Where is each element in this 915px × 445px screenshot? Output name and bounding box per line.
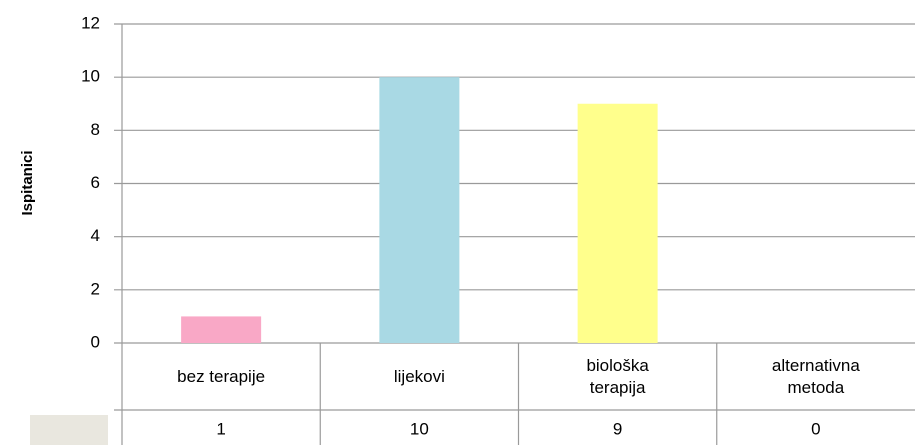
y-tick-label: 6 — [91, 173, 100, 192]
y-tick-label: 4 — [91, 226, 100, 245]
x-tick-label: biološka terapija — [586, 356, 649, 397]
y-tick-label: 10 — [81, 67, 100, 86]
x-tick-label: lijekovi — [393, 367, 445, 386]
table-value: 1 — [216, 419, 225, 438]
table-value: 9 — [613, 419, 622, 438]
table-value: 10 — [410, 419, 429, 438]
table-value: 0 — [811, 419, 820, 438]
x-tick-label: alternativna metoda — [771, 356, 860, 397]
legend-key-box — [30, 415, 108, 445]
bar — [577, 103, 658, 343]
y-tick-label: 0 — [91, 332, 100, 351]
bar — [181, 316, 262, 343]
y-tick-label: 2 — [91, 279, 100, 298]
y-tick-label: 8 — [91, 120, 100, 139]
y-axis-label: Ispitanici — [19, 150, 36, 215]
bar — [379, 77, 460, 344]
x-tick-label: bez terapije — [177, 367, 266, 386]
y-tick-label: 12 — [81, 13, 100, 32]
